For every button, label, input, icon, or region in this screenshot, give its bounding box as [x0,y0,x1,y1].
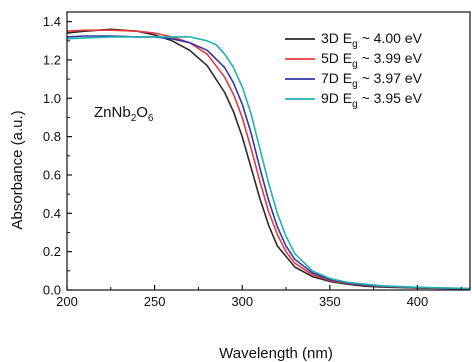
y-tick-label-4: 0.8 [43,129,61,144]
x-tick-label-350: 350 [319,294,341,309]
legend-prefix-0: 3D E [321,30,352,46]
annotation-sub1: 2 [131,113,137,124]
legend-sub-0: g [352,39,358,50]
legend-entry-3: 9D Eg ~ 3.95 eV [321,90,423,110]
series-line-0 [66,28,471,290]
series-layer [66,28,471,290]
axes-layer: 200 250 300 350 400 0.0 0.2 0.4 0.6 0.8 1.0 1.2 1.4 [43,11,471,309]
y-tick-label-5: 1.0 [43,91,61,106]
legend-prefix-1: 5D E [321,50,352,66]
series-line-1 [66,29,471,290]
y-axis-label: Absorbance (a.u.) [9,110,26,229]
x-tick-label-400: 400 [407,294,429,309]
x-axis-label: Wavelength (nm) [219,345,333,362]
legend-prefix-3: 9D E [321,90,352,106]
legend-suffix-0: ~ 4.00 eV [358,30,423,46]
y-tick-label-0: 0.0 [43,283,61,298]
y-tick-label-7: 1.4 [43,14,61,29]
series-line-3 [66,36,471,290]
x-tick-label-200: 200 [56,294,78,309]
legend-entry-1: 5D Eg ~ 3.99 eV [321,50,423,70]
legend-sub-3: g [352,99,358,110]
annotation-mid: O [136,104,148,121]
x-tick-label-250: 250 [144,294,166,309]
plot-frame [66,11,471,291]
legend-sub-1: g [352,59,358,70]
legend-suffix-1: ~ 3.99 eV [358,50,423,66]
legend-suffix-2: ~ 3.97 eV [358,70,423,86]
legend-prefix-2: 7D E [321,70,352,86]
y-tick-label-2: 0.4 [43,206,61,221]
legend-entry-0: 3D Eg ~ 4.00 eV [321,30,423,50]
annotation-formula: ZnNb2O6 [94,104,154,124]
legend-suffix-3: ~ 3.95 eV [358,90,423,106]
y-tick-label-1: 0.2 [43,244,61,259]
y-tick-label-6: 1.2 [43,52,61,67]
annotation-base: ZnNb [94,104,131,121]
y-tick-label-3: 0.6 [43,167,61,182]
annotation-sub2: 6 [148,113,154,124]
legend-sub-2: g [352,79,358,90]
x-tick-label-300: 300 [231,294,253,309]
legend-entry-2: 7D Eg ~ 3.97 eV [321,70,423,90]
